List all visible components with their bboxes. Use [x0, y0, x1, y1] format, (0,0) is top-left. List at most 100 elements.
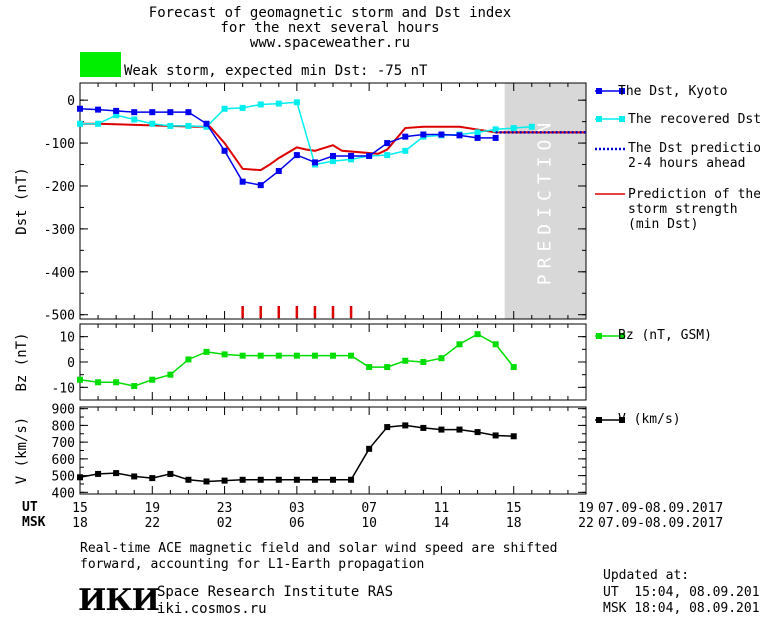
bz-series-0-point — [366, 364, 373, 371]
institute-url[interactable]: iki.cosmos.ru — [157, 601, 267, 617]
dst-series-1-point — [275, 100, 282, 107]
v-series-0-point — [275, 476, 282, 483]
dst-series-0-point — [221, 147, 228, 154]
dst-series-0-point — [131, 109, 138, 116]
dst-series-0-point — [438, 131, 445, 138]
bz-series-0-point — [384, 364, 391, 371]
bz-series-0-point — [311, 352, 318, 359]
v-ytick-label: 700 — [52, 436, 75, 451]
prediction-label: PREDICTION — [534, 117, 555, 285]
v-series-0-point — [456, 426, 463, 433]
dst-series-0-point — [348, 152, 355, 159]
legend-dst-kyoto-symbol-marker — [619, 88, 625, 94]
dst-series-1-point — [77, 120, 83, 127]
msk-tick-label: 18 — [72, 516, 88, 531]
dst-ytick-label: -300 — [44, 223, 75, 238]
v-series-0-point — [149, 475, 156, 482]
legend-bz-symbol-marker — [596, 333, 602, 339]
legend-v-symbol-marker — [619, 417, 625, 423]
dst-ylabel: Dst (nT) — [14, 167, 30, 234]
dst-series-0-point — [149, 109, 156, 116]
bz-series-0-point — [293, 352, 300, 359]
legend-v-symbol-marker — [596, 417, 602, 423]
bz-series-0-point — [167, 371, 174, 378]
bz-series-0-point — [185, 356, 192, 363]
dst-series-0-point — [384, 140, 391, 147]
dst-series-1-point — [510, 125, 517, 132]
bz-series-0-point — [492, 341, 499, 348]
dst-series-1-point — [384, 152, 391, 159]
legend-storm-line1: Prediction of the — [628, 187, 760, 202]
title-line2: for the next several hours — [220, 20, 440, 36]
dst-series-1-point — [492, 126, 499, 133]
v-series-0-point — [257, 476, 264, 483]
dst-series-0-point — [113, 107, 120, 114]
bz-series-0-point — [510, 364, 517, 371]
dst-series-1-point — [221, 105, 228, 112]
v-ytick-label: 600 — [52, 453, 75, 468]
v-series-0-point — [348, 476, 355, 483]
dst-series-0-point — [420, 131, 427, 138]
dst-series-0-point — [185, 109, 192, 116]
bz-ytick-label: -10 — [52, 381, 75, 396]
bz-series-0-point — [239, 352, 246, 359]
bz-series-0-point — [113, 379, 120, 386]
bz-series-0-point — [330, 352, 336, 359]
dst-ytick-label: -100 — [44, 137, 75, 152]
dst-series-0-point — [167, 109, 174, 116]
v-series-0-point — [95, 470, 102, 477]
legend-storm-line2: storm strength — [628, 202, 738, 217]
legend-recovered-symbol-marker — [619, 116, 625, 122]
dst-ytick-label: 0 — [67, 94, 75, 109]
dst-series-1-point — [474, 129, 481, 136]
legend-prediction-line2: 2-4 hours ahead — [628, 156, 746, 171]
v-series-0-point — [510, 433, 517, 440]
dst-ytick-label: -400 — [44, 266, 75, 281]
v-series-0-point — [77, 474, 83, 481]
v-series-0-point — [402, 422, 409, 429]
v-series-0-point — [384, 424, 391, 431]
bz-ytick-label: 0 — [67, 356, 75, 371]
bz-series-0-point — [221, 351, 228, 358]
ut-date-range: 07.09-08.09.2017 — [598, 501, 724, 516]
legend-bz-symbol-marker — [619, 333, 625, 339]
ut-tick-label: 19 — [578, 501, 594, 516]
msk-tick-label: 22 — [144, 516, 161, 531]
dst-series-0-point — [239, 178, 246, 185]
footer-note-line2: forward, accounting for L1-Earth propaga… — [80, 557, 425, 572]
site-url[interactable]: www.spaceweather.ru — [249, 35, 411, 51]
dst-series-0-point — [77, 105, 83, 112]
msk-tick-label: 02 — [216, 516, 233, 531]
bz-panel: 10 0 -10 Bz (nT) — [14, 323, 587, 401]
dst-series-0-point — [275, 167, 282, 174]
dst-series-0-point — [203, 120, 210, 127]
legend-dst-kyoto: The Dst, Kyoto — [618, 84, 728, 99]
bz-series-0-point — [95, 379, 102, 386]
v-series-0-point — [131, 473, 138, 480]
v-series-0-point — [203, 478, 210, 485]
v-ylabel: V (km/s) — [14, 417, 30, 484]
bz-series-0-point — [438, 355, 445, 362]
iki-logo: ИКИ — [78, 583, 160, 618]
dst-prediction-band — [504, 83, 586, 319]
dst-series-0-point — [95, 106, 102, 113]
ut-tick-label: 07 — [361, 501, 377, 516]
institute-name: Space Research Institute RAS — [157, 584, 394, 600]
dst-series-0-point — [366, 152, 373, 159]
v-series-0-point — [420, 424, 427, 431]
dst-series-1-point — [330, 158, 336, 165]
ut-tick-label: 15 — [505, 501, 522, 516]
msk-tick-label: 10 — [361, 516, 377, 531]
dst-ytick-label: -500 — [44, 309, 75, 324]
ut-tick-label: 19 — [144, 501, 161, 516]
bz-ylabel: Bz (nT) — [14, 332, 30, 391]
v-series-0-point — [311, 476, 318, 483]
bz-series-0-point — [456, 341, 463, 348]
dst-series-1-point — [95, 120, 102, 127]
ut-tick-label: 23 — [216, 501, 233, 516]
dst-series-1-point — [167, 122, 174, 129]
dst-series-0-line — [79, 107, 496, 186]
